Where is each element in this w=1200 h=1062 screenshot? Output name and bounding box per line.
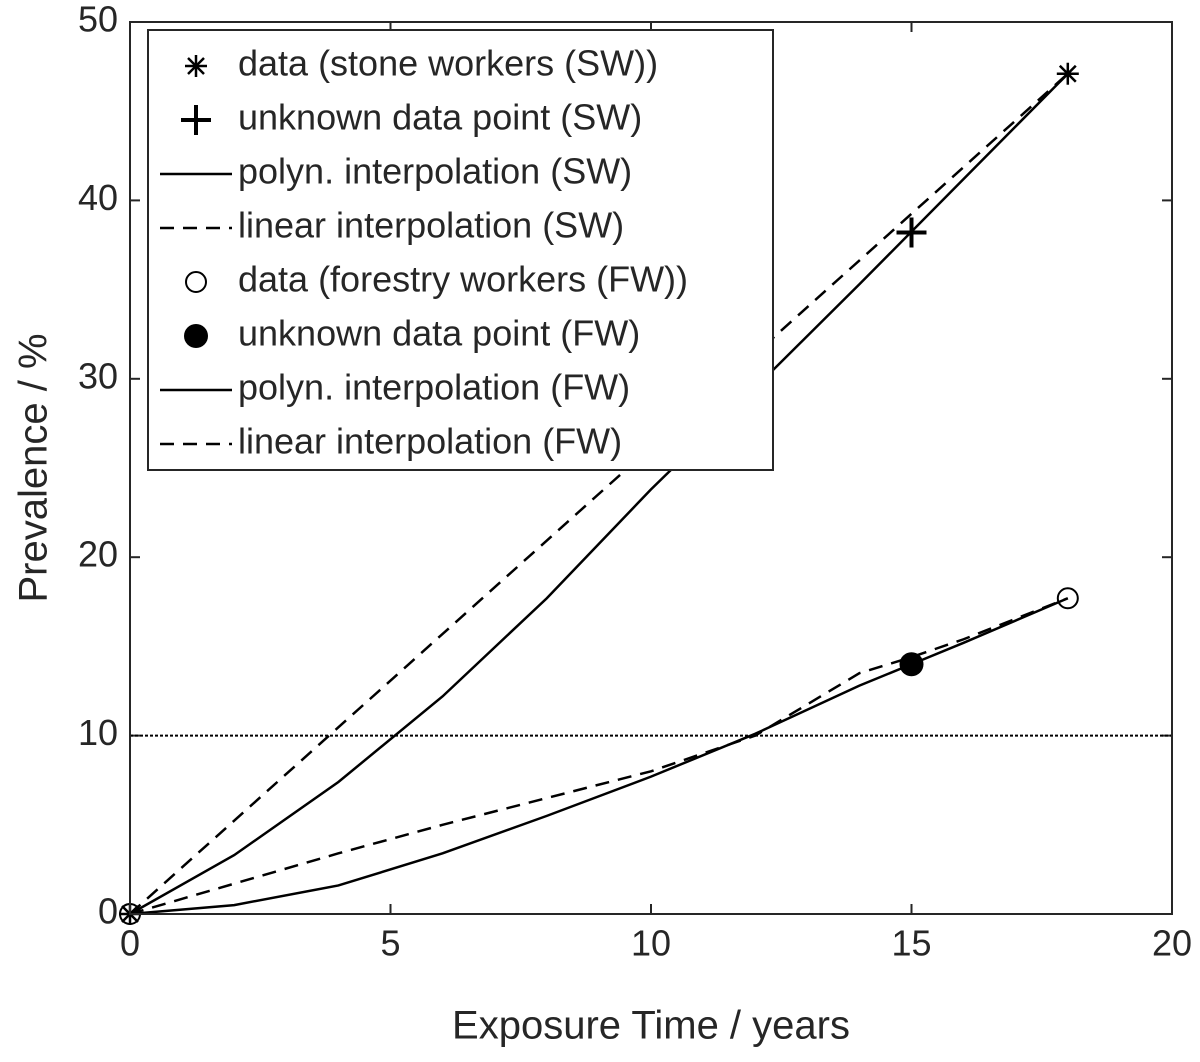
legend-label: unknown data point (SW) (238, 97, 642, 138)
legend-label: data (stone workers (SW)) (238, 43, 658, 84)
y-axis-label: Prevalence / % (12, 333, 56, 602)
marker-stroke (187, 57, 205, 75)
y-tick-label: 40 (78, 177, 118, 218)
x-tick-label: 15 (891, 923, 931, 964)
legend-label: unknown data point (FW) (238, 313, 640, 354)
series-line (129, 597, 1069, 916)
y-tick-label: 50 (78, 0, 118, 40)
x-tick-label: 10 (631, 923, 671, 964)
y-tick-label: 20 (78, 534, 118, 575)
series-line (129, 72, 1069, 915)
marker-shape (185, 271, 207, 293)
marker-shape (184, 324, 208, 348)
marker-open-circle (185, 271, 207, 293)
marker-open-circle (1056, 587, 1079, 610)
x-axis-label: Exposure Time / years (452, 1004, 850, 1048)
y-tick-label: 0 (98, 891, 118, 932)
y-tick-label: 30 (78, 355, 118, 396)
marker-plus (181, 105, 211, 135)
legend-box (147, 29, 774, 471)
marker-shape (1056, 587, 1079, 610)
series-line (129, 72, 1069, 916)
y-tick-label: 10 (78, 712, 118, 753)
legend-label: polyn. interpolation (SW) (238, 151, 632, 192)
x-tick-label: 0 (120, 923, 140, 964)
marker-filled-circle (184, 324, 208, 348)
legend-label: linear interpolation (FW) (238, 421, 622, 462)
plot-frame (129, 21, 1173, 915)
x-tick-label: 5 (380, 923, 400, 964)
legend-label: linear interpolation (SW) (238, 205, 624, 246)
marker-asterisk (185, 55, 207, 77)
legend-label: polyn. interpolation (FW) (238, 367, 630, 408)
x-tick-label: 20 (1152, 923, 1192, 964)
series-line (129, 597, 1069, 916)
legend-label: data (forestry workers (FW)) (238, 259, 688, 300)
